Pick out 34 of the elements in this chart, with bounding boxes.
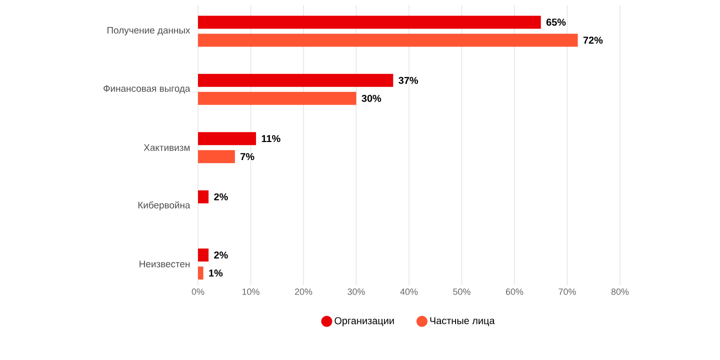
bar	[198, 150, 235, 164]
x-tick-label: 80%	[611, 288, 629, 295]
y-tick-label: Кибервойна	[138, 201, 190, 210]
bar	[198, 92, 356, 105]
data-label: 72%	[583, 36, 603, 44]
x-tick-label: 60%	[506, 288, 524, 295]
bar	[198, 74, 394, 87]
data-label: 2%	[214, 252, 228, 259]
bar	[198, 132, 256, 146]
x-tick-label: 30%	[348, 288, 365, 295]
bar	[198, 248, 209, 262]
bar	[198, 16, 541, 29]
y-tick-label: Неизвестен	[140, 260, 190, 268]
legend-label: Организации	[334, 317, 394, 326]
data-label: 11%	[262, 135, 280, 142]
x-tick-label: 10%	[242, 288, 260, 295]
x-tick-label: 40%	[400, 288, 418, 295]
x-tick-label: 20%	[294, 288, 312, 295]
data-label: 37%	[398, 76, 418, 84]
data-label: 65%	[546, 18, 566, 26]
bar	[198, 266, 204, 280]
legend-label: Частные лица	[430, 317, 495, 326]
y-tick-label: Хактивизм	[144, 144, 190, 151]
y-tick-label: Финансовая выгода	[104, 85, 190, 94]
data-label: 30%	[362, 94, 382, 102]
bar	[198, 34, 578, 47]
x-tick-label: 70%	[558, 288, 576, 295]
data-label: 1%	[209, 270, 223, 277]
data-label: 2%	[214, 193, 228, 200]
y-tick-label: Получение данных	[108, 26, 190, 36]
data-label: 7%	[240, 153, 254, 160]
bar	[198, 190, 209, 204]
x-tick-label: 0%	[192, 288, 204, 295]
x-tick-label: 50%	[453, 288, 470, 295]
